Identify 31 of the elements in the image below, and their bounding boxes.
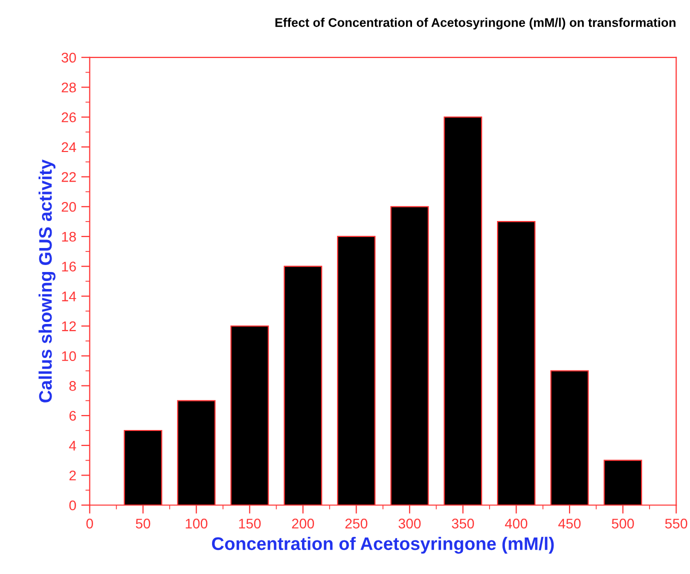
y-tick-label: 0 [69, 500, 76, 510]
x-tick-label: 300 [398, 518, 421, 529]
y-tick-label: 30 [62, 52, 76, 63]
x-tick-label: 450 [558, 518, 581, 529]
y-tick-label: 18 [62, 232, 76, 242]
x-tick-label: 500 [612, 518, 634, 529]
y-tick-label: 26 [62, 112, 76, 122]
y-tick-label: 12 [62, 321, 76, 332]
x-tick-label: 0 [86, 518, 94, 529]
x-tick-label: 100 [186, 518, 208, 529]
y-tick-label: 20 [62, 202, 76, 212]
y-tick-label: 6 [69, 410, 76, 421]
y-tick-label: 28 [62, 82, 76, 92]
y-tick-label: 16 [62, 262, 76, 272]
y-tick-label: 10 [62, 351, 76, 362]
x-tick-label: 550 [665, 518, 688, 529]
x-axis-title: Concentration of Acetosyringone (mM/l) [212, 536, 554, 554]
y-axis-title: Callus showing GUS activity [38, 159, 56, 402]
y-tick-label: 24 [62, 142, 76, 152]
x-tick-label: 350 [452, 518, 474, 529]
x-tick-label: 250 [345, 518, 368, 529]
y-tick-label: 14 [62, 292, 76, 302]
y-tick-label: 2 [69, 470, 76, 480]
x-tick-label: 400 [504, 518, 528, 529]
y-tick-label: 4 [69, 440, 76, 450]
x-tick-label: 50 [136, 518, 150, 529]
chart-title: Effect of Concentration of Acetosyringone (mM/l) on transformation [275, 18, 676, 30]
y-tick-label: 8 [69, 381, 76, 391]
x-tick-label: 150 [239, 518, 261, 529]
y-tick-label: 22 [62, 172, 76, 182]
x-tick-label: 200 [292, 518, 314, 529]
